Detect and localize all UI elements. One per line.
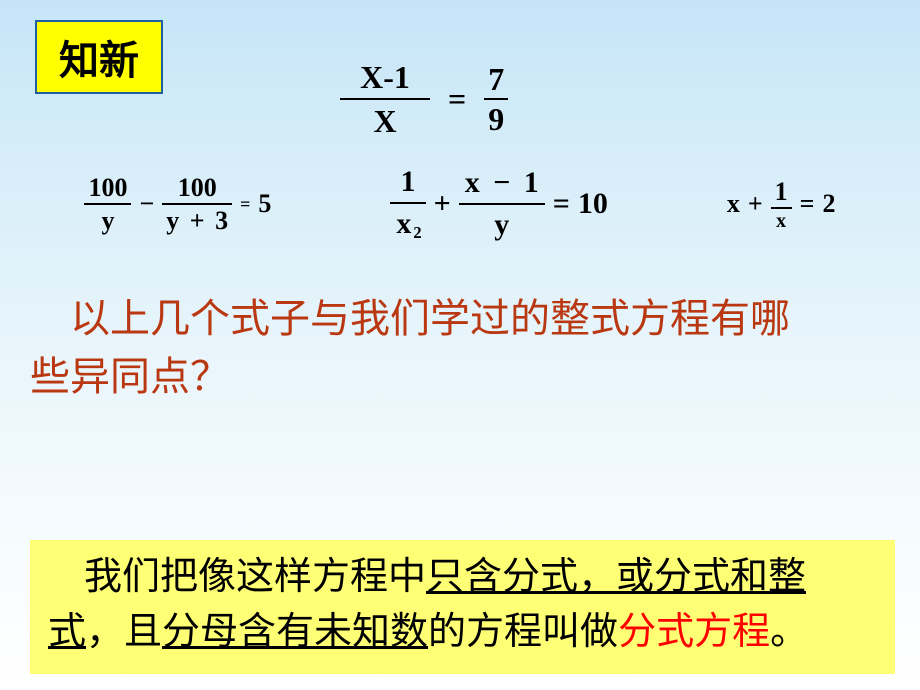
fraction-right: 7 9 xyxy=(484,60,508,139)
den-part-a: y xyxy=(166,206,179,235)
rhs: 10 xyxy=(578,187,608,221)
question-line2: 些异同点？ xyxy=(30,354,230,399)
denominator: y xyxy=(97,205,118,236)
den-plus: + xyxy=(190,206,205,235)
fraction-2: 100 y + 3 xyxy=(162,172,232,236)
denominator: X xyxy=(369,100,400,140)
numerator: 100 xyxy=(174,172,221,203)
lhs-x: x xyxy=(727,189,740,219)
fraction-2: x − 1 y xyxy=(459,163,545,245)
denominator: x2 xyxy=(390,204,425,247)
definition-box: 我们把像这样方程中只含分式，或分式和整式，且分母含有未知数的方程叫做分式方程。 xyxy=(30,540,895,674)
numerator: 1 xyxy=(394,162,421,202)
num-minus: − xyxy=(493,166,510,199)
numerator: 7 xyxy=(484,60,508,98)
def-red: 分式方程 xyxy=(618,611,770,653)
numerator: 1 xyxy=(771,176,792,207)
def-underline-2: 式 xyxy=(48,611,86,653)
equation-top: X-1 X = 7 9 xyxy=(340,58,508,141)
question-line1: 以上几个式子与我们学过的整式方程有哪 xyxy=(70,296,790,341)
def-t2: ，且 xyxy=(86,611,162,653)
question-text: 以上几个式子与我们学过的整式方程有哪 些异同点？ xyxy=(30,290,890,406)
num-b: 1 xyxy=(524,166,539,199)
numerator: X-1 xyxy=(340,58,430,98)
def-t1: 我们把像这样方程中 xyxy=(84,556,426,598)
numerator: x − 1 xyxy=(459,163,545,203)
num-a: x xyxy=(465,166,480,199)
denominator: x xyxy=(772,209,790,233)
minus-sign: − xyxy=(139,189,154,219)
badge-title: 知新 xyxy=(35,20,163,94)
fraction-1: 100 y xyxy=(84,172,131,236)
denominator: y xyxy=(488,205,515,245)
den-part-b: 3 xyxy=(215,206,228,235)
den-base: x xyxy=(396,207,411,240)
denominator: y + 3 xyxy=(162,205,232,236)
def-underline-3: 分母含有未知数 xyxy=(162,611,428,653)
denominator: 9 xyxy=(484,100,508,138)
equation-2: 1 x2 + x − 1 y = 10 xyxy=(390,162,608,247)
fraction-left: X-1 X xyxy=(340,58,430,141)
equals-sign: = xyxy=(448,81,466,118)
plus-sign: + xyxy=(434,187,451,221)
rhs: 5 xyxy=(258,189,271,219)
den-exponent: 2 xyxy=(413,223,421,242)
rhs: 2 xyxy=(823,189,836,219)
fraction-1: 1 x2 xyxy=(390,162,425,247)
fraction: 1 x xyxy=(771,176,792,233)
equation-row: 100 y − 100 y + 3 = 5 1 x2 + x xyxy=(0,162,920,247)
equation-3: x + 1 x = 2 xyxy=(727,176,836,233)
equals-sign: = xyxy=(553,187,570,221)
def-underline-1: 只含分式，或分式和整 xyxy=(426,556,806,598)
plus-sign: + xyxy=(748,189,763,219)
numerator: 100 xyxy=(84,172,131,203)
def-t3: 的方程叫做 xyxy=(428,611,618,653)
equals-sign: = xyxy=(800,189,815,219)
equals-sign: = xyxy=(240,194,250,215)
def-t4: 。 xyxy=(770,611,808,653)
equation-1: 100 y − 100 y + 3 = 5 xyxy=(84,172,271,236)
